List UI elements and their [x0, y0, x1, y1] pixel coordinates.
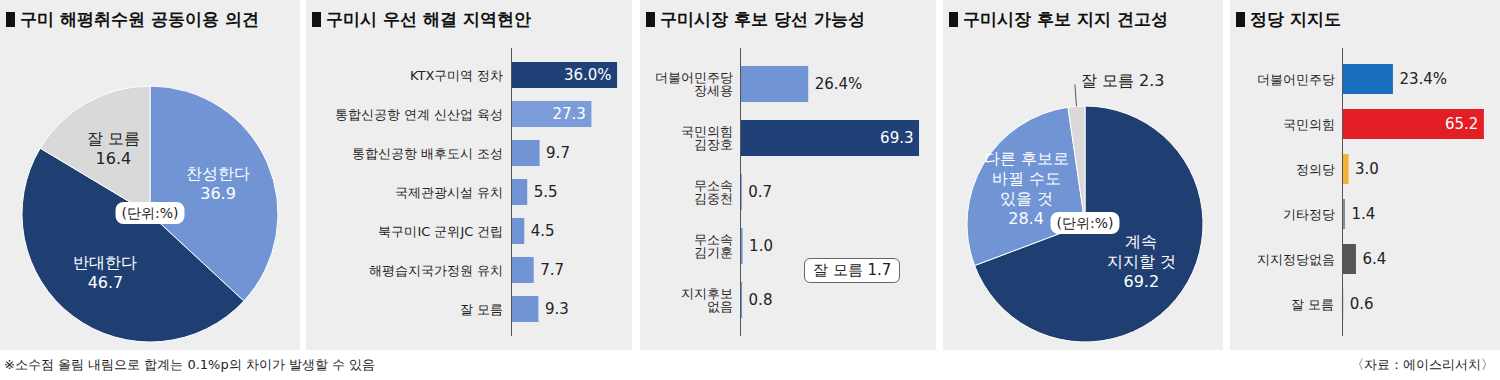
svg-text:0.8: 0.8 [749, 291, 773, 309]
svg-text:6.4: 6.4 [1362, 250, 1386, 268]
svg-text:3.0: 3.0 [1355, 160, 1379, 178]
svg-text:1.0: 1.0 [749, 237, 773, 255]
svg-text:69.3: 69.3 [880, 129, 913, 147]
html-text:정당 지지도: 정당 지지도 [1250, 9, 1341, 29]
svg-text:26.4%: 26.4% [815, 75, 863, 93]
html-text:다른 후보로: 다른 후보로 [983, 148, 1069, 168]
svg-text:국제관광시설 유치: 국제관광시설 유치 [395, 185, 503, 200]
html-text:〈자료：에이스리서치〉: 〈자료：에이스리서치〉 [1351, 357, 1494, 372]
svg-text:4.5: 4.5 [531, 222, 555, 240]
svg-text:해평습지국가정원 유치: 해평습지국가정원 유치 [369, 263, 503, 278]
html-text:잘 모름 1.7: 잘 모름 1.7 [813, 261, 892, 279]
svg-text:0.7: 0.7 [748, 183, 772, 201]
svg-text:KTX구미역 정차: KTX구미역 정차 [410, 68, 504, 83]
svg-text:잘 모름 2.3: 잘 모름 2.3 [1081, 71, 1165, 90]
svg-text:통합신공항 연계 신산업 육성: 통합신공항 연계 신산업 육성 [335, 107, 503, 122]
svg-text:통합신공항 배후도시 조성: 통합신공항 배후도시 조성 [352, 146, 503, 161]
svg-text:36.0%: 36.0% [564, 66, 612, 84]
html-text:구미시장 후보 당선 가능성: 구미시장 후보 당선 가능성 [660, 9, 865, 29]
svg-text:계속지지할 것69.2: 계속지지할 것69.2 [1107, 232, 1176, 291]
svg-text:0.6: 0.6 [1350, 295, 1374, 313]
html-text:있을 것: 있을 것 [999, 188, 1053, 208]
svg-text:지지정당없음: 지지정당없음 [1257, 252, 1335, 267]
svg-text:65.2: 65.2 [1445, 115, 1478, 133]
svg-text:북구미IC 군위JC 건립: 북구미IC 군위JC 건립 [378, 224, 503, 239]
svg-text:반대한다46.7: 반대한다46.7 [73, 253, 137, 292]
svg-text:잘 모름: 잘 모름 [1291, 297, 1334, 312]
svg-text:잘 모름16.4: 잘 모름16.4 [87, 129, 140, 168]
svg-text:27.3: 27.3 [553, 105, 586, 123]
svg-text:정의당: 정의당 [1296, 162, 1335, 177]
html-text:구미 해평취수원 공동이용 의견: 구미 해평취수원 공동이용 의견 [20, 9, 259, 29]
svg-text:7.7: 7.7 [540, 261, 564, 279]
svg-text:기타정당: 기타정당 [1283, 207, 1335, 222]
svg-text:더불어민주당장세용: 더불어민주당장세용 [655, 70, 733, 98]
html-text:구미시 우선 해결 지역현안: 구미시 우선 해결 지역현안 [326, 9, 531, 29]
html-text:※소수점 올림 내림으로 합계는 0.1%p의 차이가 발생: ※소수점 올림 내림으로 합계는 0.1%p의 차이가 발생할 수 있음 [4, 357, 376, 372]
svg-text:잘 모름: 잘 모름 [460, 302, 503, 317]
svg-text:찬성한다36.9: 찬성한다36.9 [186, 164, 250, 203]
svg-text:무소속김기훈: 무소속김기훈 [694, 232, 733, 260]
svg-text:1.4: 1.4 [1352, 205, 1376, 223]
svg-text:(단위:%): (단위:%) [122, 205, 179, 221]
svg-text:더불어민주당: 더불어민주당 [1257, 72, 1335, 87]
html-text:구미시장 후보 지지 견고성: 구미시장 후보 지지 견고성 [963, 9, 1168, 29]
svg-text:9.7: 9.7 [546, 144, 570, 162]
svg-text:지지후보없음: 지지후보없음 [681, 286, 733, 314]
html-text:28.4: 28.4 [1008, 208, 1044, 228]
svg-text:9.3: 9.3 [545, 300, 569, 318]
html-text:바뀔 수도: 바뀔 수도 [991, 168, 1061, 188]
svg-text:국민의힘김장호: 국민의힘김장호 [681, 124, 733, 152]
svg-text:국민의힘: 국민의힘 [1283, 117, 1335, 132]
svg-text:5.5: 5.5 [534, 183, 558, 201]
svg-text:23.4%: 23.4% [1399, 70, 1447, 88]
svg-text:무소속김중천: 무소속김중천 [694, 178, 733, 206]
svg-text:(단위:%): (단위:%) [1057, 215, 1114, 231]
